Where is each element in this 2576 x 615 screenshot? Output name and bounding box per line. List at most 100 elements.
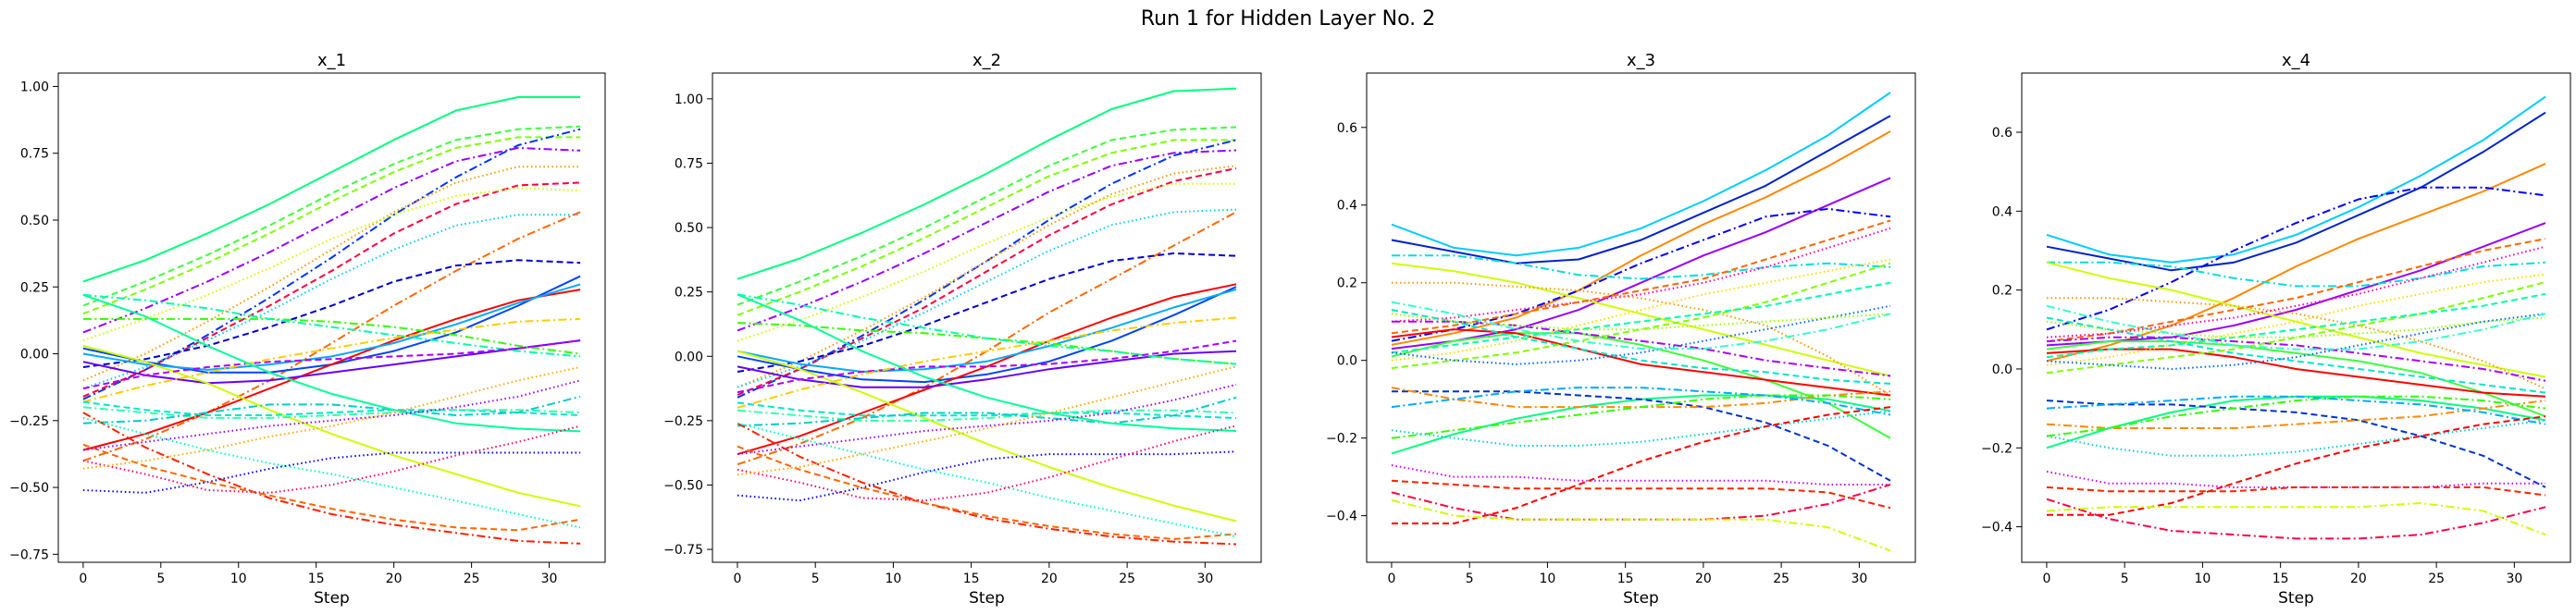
series-line-1 [2046, 95, 2546, 264]
x-tick-label: 20 [2350, 572, 2367, 586]
y-tick-label: 0.2 [1992, 284, 2012, 299]
x-axis-label: Step [969, 589, 1005, 608]
series-line-10 [2046, 340, 2546, 418]
y-tick-label: 1.00 [675, 92, 703, 107]
y-tick-label: 0.50 [675, 221, 703, 236]
y-tick-label: 0.0 [1992, 363, 2012, 377]
x-tick-label: 0 [2042, 572, 2050, 586]
series-line-3 [82, 136, 581, 315]
x-tick-label: 10 [886, 572, 902, 586]
y-tick-label: 0.6 [1337, 121, 1357, 136]
series-line-24 [82, 293, 581, 433]
x-axis-label: Step [1623, 589, 1659, 608]
series-line-19 [737, 339, 1237, 394]
series-line-8 [1391, 227, 1891, 323]
series-line-3 [737, 139, 1236, 316]
series-line-26 [82, 443, 581, 532]
series-line-4 [82, 146, 581, 334]
x-tick-label: 30 [1196, 572, 1213, 586]
series-line-25 [1391, 498, 1891, 552]
series-line-1 [82, 96, 581, 283]
series-line-16 [82, 344, 581, 508]
x-tick-label: 25 [464, 572, 480, 586]
y-tick-label: 0.6 [1992, 126, 2012, 141]
series-lines [737, 87, 1237, 546]
x-tick-label: 20 [1041, 572, 1058, 586]
series-line-7 [737, 165, 1237, 388]
series-line-13 [737, 283, 1237, 456]
series-line-31 [2046, 245, 2546, 338]
series-line-20 [1391, 262, 1891, 370]
y-tick-label: −0.2 [1981, 441, 2012, 456]
series-line-3 [2046, 163, 2546, 363]
series-line-29 [1391, 304, 1891, 365]
series-line-11 [737, 252, 1237, 373]
axes-frame [1366, 72, 1916, 563]
series-line-6 [1392, 254, 1891, 280]
subplot-title: x_2 [972, 51, 1001, 70]
series-line-21 [737, 401, 1237, 420]
x-tick-label: 25 [1119, 572, 1135, 586]
series-line-19 [82, 339, 581, 390]
x-tick-label: 25 [1773, 572, 1790, 586]
subplot-3: x_3 0 5 10 15 20 25 30 −0.4 −0.2 0.0 0.2 0.4 0.6 Step [1326, 51, 1916, 608]
x-tick-label: 0 [733, 572, 741, 586]
series-line-21 [82, 400, 581, 416]
series-line-29 [737, 424, 1237, 502]
series-line-26 [2046, 292, 2546, 359]
series-line-15 [2046, 395, 2546, 437]
subplot-1: x_1 0 5 10 15 20 25 30 −0.75 −0.50 −0.25 0.00 0.25 0.… [9, 51, 606, 608]
series-line-23 [737, 396, 1237, 427]
subplot-4: x_4 0 5 10 15 20 25 30 −0.4 −0.2 0.0 0.2 0.4 0.6 Step [1981, 51, 2571, 608]
series-line-11 [82, 259, 581, 368]
series-line-8 [2046, 238, 2546, 343]
series-line-13 [82, 289, 581, 451]
series-line-9 [1391, 219, 1891, 335]
x-tick-label: 25 [2428, 572, 2445, 586]
x-tick-label: 20 [386, 572, 402, 586]
axes-frame [57, 72, 606, 563]
subplot-title: x_3 [1627, 51, 1655, 70]
series-line-5 [1391, 207, 1891, 342]
series-line-14 [2046, 400, 2546, 429]
series-line-2 [2046, 111, 2546, 272]
y-tick-label: 0.25 [20, 280, 49, 295]
series-line-11 [2046, 395, 2546, 449]
series-line-31 [82, 366, 581, 470]
y-tick-label: −0.50 [663, 478, 703, 493]
x-tick-label: 15 [2273, 572, 2289, 586]
series-line-4 [1391, 177, 1891, 351]
subplot-title: x_4 [2282, 51, 2310, 70]
y-tick-label: 0.0 [1337, 354, 1357, 369]
y-tick-label: 0.2 [1337, 277, 1357, 291]
y-tick-label: −0.4 [1326, 510, 1357, 524]
subplot-title: x_1 [317, 51, 346, 70]
series-line-4 [2046, 186, 2546, 331]
series-line-20 [2046, 419, 2546, 457]
series-line-14 [1392, 390, 1891, 482]
series-lines [2046, 95, 2546, 540]
series-line-10 [82, 211, 581, 462]
series-line-1 [1391, 92, 1891, 257]
series-line-13 [2046, 400, 2546, 488]
x-tick-label: 15 [963, 572, 980, 586]
series-line-2 [737, 126, 1237, 306]
series-lines [1391, 92, 1891, 552]
x-axis-label: Step [314, 589, 350, 608]
series-line-2 [82, 125, 581, 307]
series-line-9 [82, 214, 581, 390]
y-tick-label: 0.25 [675, 286, 703, 301]
y-tick-label: 0.4 [1992, 204, 2012, 219]
series-line-9 [2047, 297, 2546, 390]
x-tick-label: 0 [79, 572, 87, 586]
series-line-18 [2046, 336, 2546, 382]
series-line-20 [737, 316, 1237, 409]
series-line-21 [1391, 410, 1891, 447]
series-line-24 [737, 293, 1237, 432]
y-tick-label: −0.2 [1326, 432, 1357, 447]
series-line-7 [2046, 261, 2546, 378]
series-line-23 [2046, 498, 2546, 540]
series-line-20 [82, 317, 581, 403]
y-tick-label: 0.50 [20, 214, 49, 228]
series-line-4 [737, 149, 1237, 332]
